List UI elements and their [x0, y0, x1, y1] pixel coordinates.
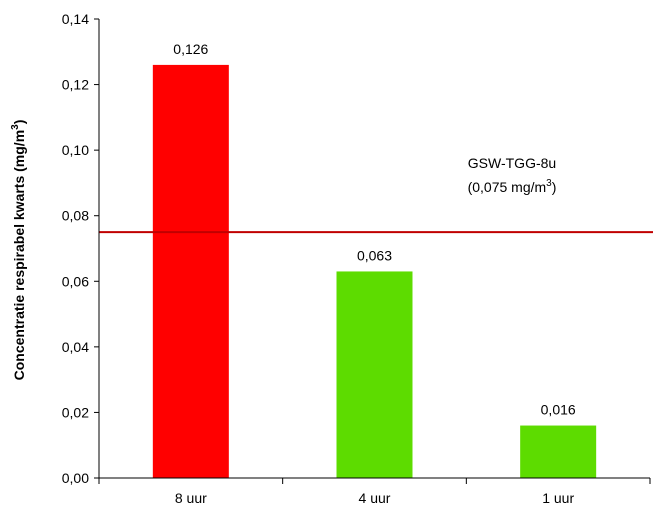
bars-group — [152, 64, 597, 479]
x-tick-label: 8 uur — [175, 490, 207, 506]
x-tick-label: 4 uur — [359, 490, 391, 506]
bar-1-uur — [520, 425, 597, 478]
bar-8-uur — [152, 64, 229, 479]
y-tick-label: 0,08 — [62, 208, 89, 224]
axes-group — [94, 18, 651, 484]
y-tick-label: 0,12 — [62, 77, 89, 93]
labels-group: 0,126 8 uur 0,063 4 uur 0,016 1 uur 0,00 0,02 0,… — [62, 11, 576, 506]
reference-line-label-line2: (0,075 mg/m3) — [468, 178, 557, 195]
y-tick-label: 0,10 — [62, 142, 89, 158]
y-axis-label: Concentratie respirabel kwarts (mg/m3) — [10, 120, 27, 381]
data-label: 0,063 — [357, 247, 392, 263]
bar-4-uur — [336, 271, 413, 478]
y-tick-label: 0,02 — [62, 404, 89, 420]
y-tick-label: 0,00 — [62, 470, 89, 486]
data-label: 0,126 — [173, 41, 208, 57]
x-tick-label: 1 uur — [542, 490, 574, 506]
data-label: 0,016 — [541, 402, 576, 418]
y-tick-label: 0,06 — [62, 273, 89, 289]
y-tick-label: 0,14 — [62, 11, 89, 27]
reference-line-label-line1: GSW-TGG-8u — [468, 155, 556, 171]
y-tick-label: 0,04 — [62, 339, 89, 355]
